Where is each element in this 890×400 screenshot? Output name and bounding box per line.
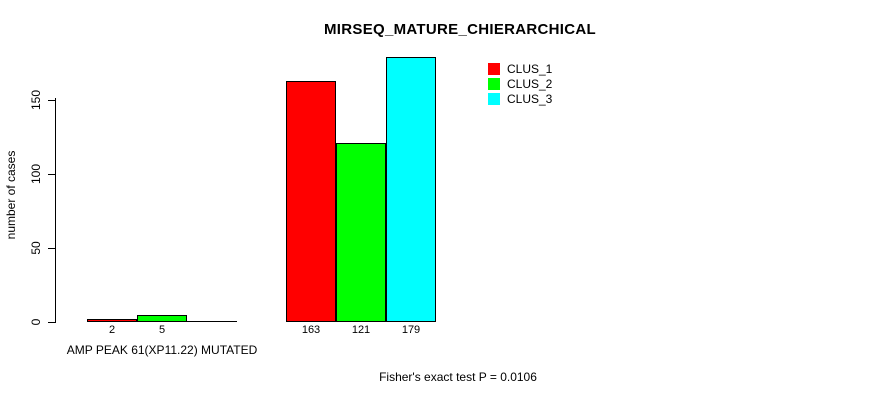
legend-swatch xyxy=(488,93,500,105)
legend-item: CLUS_2 xyxy=(488,77,552,91)
y-axis-title: number of cases xyxy=(4,150,18,240)
y-axis-line xyxy=(55,98,56,322)
bar xyxy=(386,57,436,322)
y-tick xyxy=(48,173,56,175)
bar xyxy=(286,81,336,322)
legend-item: CLUS_3 xyxy=(488,92,552,106)
legend: CLUS_1 CLUS_2 CLUS_3 xyxy=(488,62,552,107)
bar-value-label: 121 xyxy=(351,324,371,336)
bar xyxy=(336,143,386,322)
bar-value-label: 163 xyxy=(301,324,321,336)
y-tick-label: 100 xyxy=(29,163,43,185)
legend-item: CLUS_1 xyxy=(488,62,552,76)
bar xyxy=(87,319,137,322)
y-tick xyxy=(48,247,56,249)
legend-label: CLUS_3 xyxy=(507,92,553,106)
y-tick-label: 0 xyxy=(29,318,43,326)
legend-swatch xyxy=(488,63,500,75)
legend-label: CLUS_2 xyxy=(507,77,553,91)
stats-annotation: Fisher's exact test P = 0.0106 xyxy=(379,370,537,384)
bar xyxy=(137,315,187,322)
bar-value-label: 5 xyxy=(158,324,166,336)
bar-value-label: 2 xyxy=(108,324,116,336)
chart-title: MIRSEQ_MATURE_CHIERARCHICAL xyxy=(324,21,596,38)
x-group-label: AMP PEAK 61(XP11.22) MUTATED xyxy=(66,343,258,357)
legend-label: CLUS_1 xyxy=(507,62,553,76)
bar-value-label: 179 xyxy=(401,324,421,336)
y-tick-label: 50 xyxy=(29,241,43,255)
y-tick xyxy=(48,99,56,101)
y-tick-label: 150 xyxy=(29,89,43,111)
legend-swatch xyxy=(488,78,500,90)
y-tick xyxy=(48,321,56,323)
